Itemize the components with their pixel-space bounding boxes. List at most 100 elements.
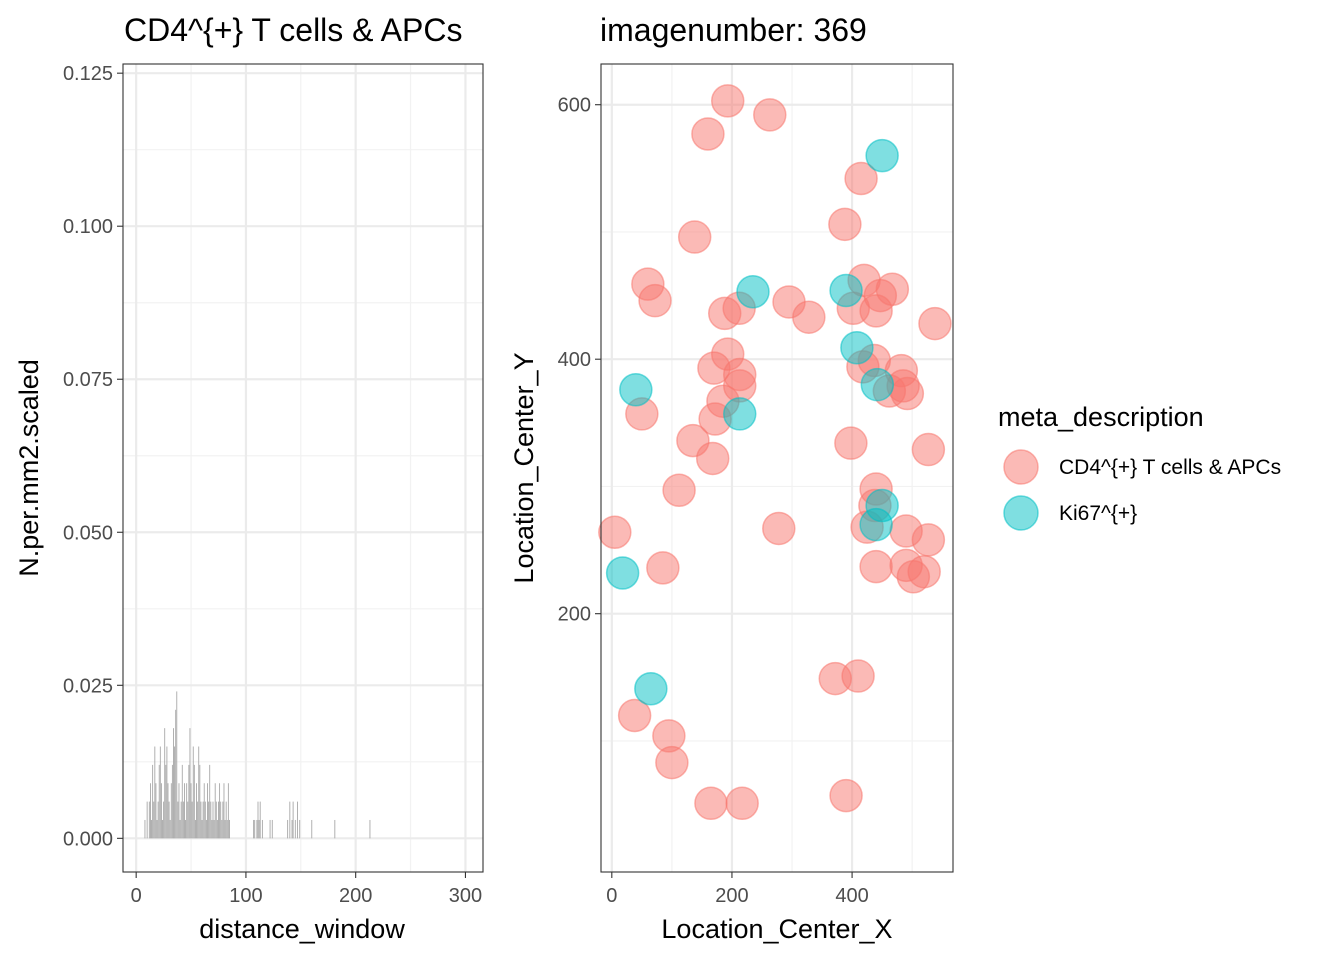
histogram-bar — [193, 764, 195, 839]
scatter-point-ki67 — [865, 138, 899, 173]
histogram-bar — [176, 691, 178, 839]
histogram-bar — [205, 819, 207, 839]
scatter-point-cd4 — [841, 659, 875, 693]
histogram-bar — [152, 764, 154, 839]
histogram-bar — [160, 783, 162, 839]
histogram-bar — [157, 801, 159, 839]
histogram-bar — [256, 819, 258, 839]
legend: meta_description CD4^{+} T cells & APCs K… — [998, 402, 1281, 531]
histogram-bar — [166, 746, 168, 839]
scatter-point-cd4 — [844, 161, 878, 196]
histogram-bar — [187, 801, 189, 839]
scatter-point-ki67 — [605, 556, 640, 590]
histogram-bar — [203, 783, 205, 839]
histogram-bar — [208, 801, 210, 839]
histogram-bar — [170, 783, 172, 839]
scatter-point-cd4 — [762, 511, 796, 546]
histogram-bar — [195, 819, 196, 839]
histogram-bar — [227, 783, 229, 839]
legend-label: CD4^{+} T cells & APCs — [1059, 456, 1281, 479]
scatter-points — [598, 84, 952, 821]
legend-title: meta_description — [998, 402, 1204, 432]
scatter-y-tick-label: 400 — [558, 349, 591, 371]
histogram-bar — [209, 764, 211, 839]
scatter-point-cd4 — [725, 786, 759, 821]
histogram-bar — [196, 783, 197, 839]
histogram-bar — [269, 819, 271, 839]
histogram-bar — [257, 801, 259, 839]
histogram-bar — [162, 819, 163, 839]
scatter-point-cd4 — [646, 551, 680, 585]
histogram-bar — [211, 819, 213, 839]
histogram-bar — [171, 764, 173, 839]
histogram-bar — [261, 819, 263, 839]
histogram-bar — [200, 801, 202, 839]
histogram-bar — [289, 801, 291, 839]
histogram-bar — [291, 819, 293, 839]
scatter-point-cd4 — [911, 523, 946, 557]
scatter-point-ki67 — [829, 273, 863, 308]
histogram-y-tick-label: 0.025 — [63, 675, 113, 697]
scatter-y-tick-label: 600 — [558, 95, 591, 117]
histogram-x-axis-label: distance_window — [199, 914, 405, 944]
histogram-plot-area — [123, 64, 483, 872]
scatter-point-ki67 — [859, 507, 893, 542]
histogram-bar — [254, 819, 256, 839]
scatter-point-cd4 — [753, 98, 787, 132]
scatter-y-axis-label: Location_Center_Y — [509, 352, 539, 583]
histogram-bar — [167, 783, 169, 839]
scatter-x-tick-label: 400 — [835, 885, 868, 907]
scatter-point-cd4 — [695, 441, 730, 476]
scatter-point-cd4 — [638, 283, 672, 318]
histogram-y-tick-label: 0.000 — [63, 828, 113, 850]
histogram-bar — [219, 783, 221, 839]
scatter-point-cd4 — [829, 778, 863, 813]
scatter-point-cd4 — [598, 515, 632, 550]
histogram-bar — [212, 801, 214, 839]
scatter-point-cd4 — [662, 473, 696, 508]
scatter-plot-area — [601, 64, 953, 872]
scatter-point-cd4 — [828, 207, 862, 242]
histogram-bar — [163, 801, 165, 839]
histogram-bar — [153, 801, 155, 839]
histogram-bar — [297, 801, 298, 839]
histogram-x-tick-label: 100 — [229, 885, 262, 907]
scatter-point-cd4 — [710, 84, 745, 118]
histogram-bar — [151, 819, 152, 839]
histogram-bar — [155, 783, 157, 839]
histogram-bar — [158, 764, 160, 839]
histogram-x-tick-label: 300 — [449, 885, 482, 907]
histogram-bar — [150, 783, 151, 839]
histogram-y-tick-label: 0.125 — [63, 63, 113, 85]
scatter-point-cd4 — [677, 220, 712, 254]
histogram-bar — [253, 819, 255, 839]
histogram-bar — [202, 801, 204, 839]
histogram-bar — [218, 801, 219, 839]
legend-key — [1003, 495, 1039, 531]
legend-items: CD4^{+} T cells & APCs Ki67^{+} — [1003, 449, 1281, 531]
histogram-bar — [224, 819, 226, 839]
scatter-point-ki67 — [723, 397, 757, 431]
scatter-x-tick-label: 0 — [606, 885, 617, 907]
scatter-point-ki67 — [634, 672, 668, 706]
scatter-point-cd4 — [918, 306, 952, 341]
histogram-bar — [299, 819, 301, 839]
legend-label: Ki67^{+} — [1059, 502, 1137, 525]
histogram-bar — [175, 709, 177, 839]
scatter-point-cd4 — [896, 560, 931, 594]
histogram-bar — [179, 819, 181, 839]
histogram-bar — [191, 801, 193, 839]
histogram-bar — [159, 746, 161, 839]
histogram-y-tick-label: 0.100 — [63, 216, 113, 238]
scatter-point-cd4 — [655, 745, 689, 780]
histogram-bar — [369, 819, 371, 839]
scatter-y-axis: 200 400 600 — [558, 95, 601, 626]
histogram-bar — [216, 819, 218, 839]
histogram-bar — [225, 801, 227, 839]
histogram-bar — [222, 801, 224, 839]
scatter-x-axis: 0 200 400 — [606, 872, 869, 907]
histogram-bar — [294, 819, 296, 839]
histogram-bar — [271, 819, 273, 839]
histogram-bar — [220, 801, 222, 839]
histogram-bar — [182, 801, 184, 839]
